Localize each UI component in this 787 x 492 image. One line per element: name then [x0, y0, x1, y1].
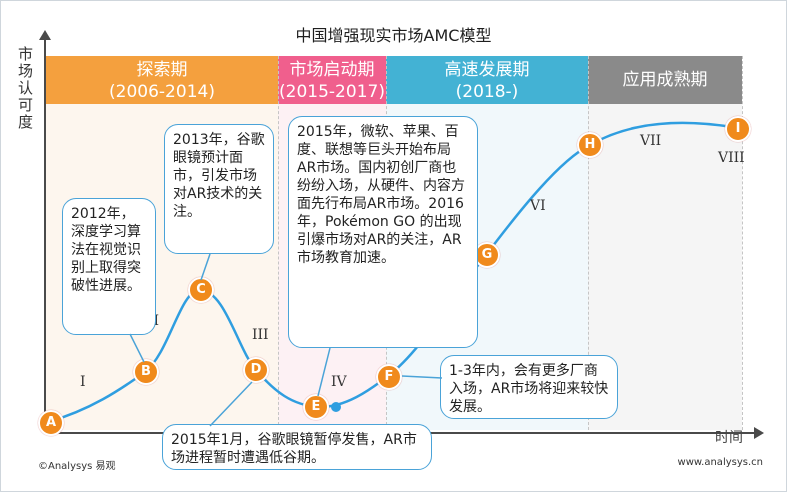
- connector-d: [209, 381, 253, 427]
- callout-b: 2012年，深度学习算法在视觉识别上取得突破性进展。: [62, 198, 156, 335]
- stage-label: VII: [640, 133, 662, 149]
- curve-marker: [331, 402, 341, 412]
- connector-e: [317, 347, 331, 397]
- phase-divider: [742, 56, 743, 430]
- phase-name: 市场启动期: [289, 60, 375, 80]
- point-h: H: [577, 132, 603, 158]
- diagram-title: 中国增强现实市场AMC模型: [295, 26, 492, 45]
- stage-label: III: [252, 327, 269, 343]
- stage-label: I: [80, 374, 86, 390]
- point-a: A: [38, 410, 64, 436]
- y-axis-label: 市场认可度: [18, 45, 34, 131]
- phase-name: 应用成熟期: [622, 70, 708, 90]
- phase-years: (2015-2017): [279, 82, 385, 102]
- phase-years: (2018-): [455, 82, 519, 102]
- callout-f: 1-3年内，会有更多厂商入场，AR市场将迎来较快发展。: [440, 355, 618, 419]
- phase-years: (2006-2014): [109, 82, 215, 102]
- connector-b: [129, 333, 145, 363]
- point-f: F: [376, 364, 402, 390]
- callout-c: 2013年，谷歌眼镜预计面市，引发市场对AR技术的关注。: [164, 124, 274, 254]
- point-c: C: [188, 277, 214, 303]
- stage-label: VIII: [718, 150, 745, 166]
- point-d: D: [243, 357, 269, 383]
- y-axis: [44, 36, 46, 434]
- x-axis-label: 时间: [715, 430, 743, 446]
- phase-band-launch: 市场启动期 (2015-2017): [278, 56, 386, 104]
- footer-url: www.analysys.cn: [677, 457, 763, 468]
- footer-source: ©Analysys 易观: [38, 461, 116, 472]
- point-i: I: [725, 116, 751, 142]
- point-b: B: [133, 359, 159, 385]
- phase-name: 高速发展期: [444, 60, 530, 80]
- point-e: E: [303, 394, 329, 420]
- stage-label: IV: [331, 374, 347, 390]
- callout-e: 2015年，微软、苹果、百度、联想等巨头开始布局AR市场。国内初创厂商也纷纷入场…: [288, 116, 478, 348]
- phase-band-exploration: 探索期 (2006-2014): [46, 56, 278, 104]
- stage-label: VI: [530, 198, 546, 214]
- y-axis-arrow: [39, 30, 51, 40]
- phase-band-growth: 高速发展期 (2018-): [386, 56, 588, 104]
- phase-divider: [278, 56, 279, 430]
- callout-d: 2015年1月，谷歌眼镜暂停发售，AR市场进程暂时遭遇低谷期。: [162, 424, 432, 470]
- phase-name: 探索期: [136, 60, 188, 80]
- phase-divider: [588, 56, 589, 430]
- connector-c: [200, 253, 211, 281]
- x-axis-arrow: [754, 427, 764, 439]
- phase-band-mature: 应用成熟期: [588, 56, 742, 104]
- connector-f: [401, 375, 443, 379]
